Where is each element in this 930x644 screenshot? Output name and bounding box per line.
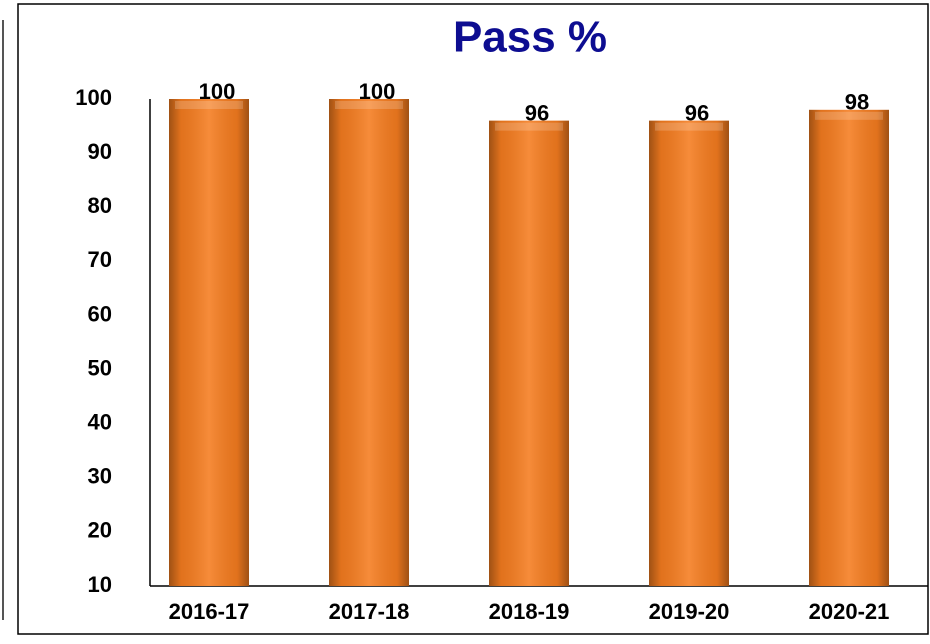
chart-title: Pass %: [453, 13, 607, 62]
value-label: 100: [359, 79, 396, 104]
x-tick-label: 2019-20: [649, 599, 730, 624]
bar-bevel: [175, 101, 243, 109]
value-label: 98: [845, 90, 869, 115]
y-tick-label: 10: [88, 572, 112, 597]
bar-bevel: [815, 111, 883, 120]
bar-shading: [169, 99, 249, 586]
bar-shading: [809, 109, 889, 587]
bar-bevel: [655, 122, 723, 131]
bar-bevel: [335, 101, 403, 109]
x-tick-label: 2016-17: [169, 599, 250, 624]
value-label: 100: [199, 79, 236, 104]
y-tick-label: 40: [88, 409, 112, 434]
y-tick-label: 60: [88, 301, 112, 326]
y-tick-label: 80: [88, 193, 112, 218]
bar-shading: [649, 120, 729, 587]
y-tick-label: 70: [88, 247, 112, 272]
y-tick-label: 50: [88, 355, 112, 380]
bar-shading: [489, 120, 569, 587]
value-label: 96: [685, 100, 709, 125]
bar-bevel: [495, 122, 563, 131]
x-tick-label: 2017-18: [329, 599, 410, 624]
x-tick-label: 2018-19: [489, 599, 570, 624]
chart-border: [17, 3, 929, 635]
y-tick-label: 100: [75, 85, 112, 110]
value-label: 96: [525, 100, 549, 125]
bar-shading: [329, 99, 409, 586]
y-tick-label: 20: [88, 518, 112, 543]
y-tick-label: 90: [88, 139, 112, 164]
x-tick-label: 2020-21: [809, 599, 890, 624]
y-tick-label: 30: [88, 464, 112, 489]
